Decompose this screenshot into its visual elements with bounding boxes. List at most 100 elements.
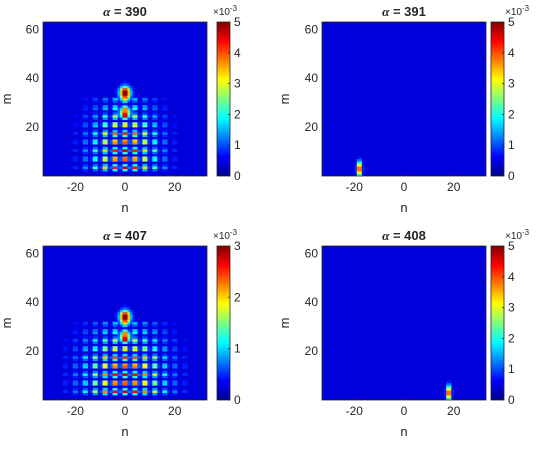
heatmap-cell (112, 331, 116, 335)
heatmap-cell (75, 341, 79, 345)
heatmap-cell (115, 348, 118, 352)
heatmap-cell (174, 329, 178, 332)
heatmap-cell (154, 382, 158, 386)
heatmap-cell (129, 129, 133, 133)
heatmap-cell (85, 107, 89, 111)
heatmap-cell (134, 346, 138, 349)
heatmap-cell (137, 353, 141, 357)
heatmap-cell (152, 363, 156, 367)
heatmap-cell (164, 370, 168, 374)
heatmap-cell (132, 370, 136, 374)
heatmap-cell (102, 122, 106, 125)
panel-2-ylabel: m (277, 94, 292, 105)
heatmap-cell (75, 353, 79, 357)
heatmap-cell (105, 124, 108, 128)
heatmap-cell (137, 117, 141, 121)
heatmap-cell (82, 117, 86, 121)
heatmap-cell (162, 158, 166, 162)
heatmap-cell (144, 390, 148, 393)
heatmap-cell (152, 100, 156, 103)
heatmap-cell (125, 161, 128, 165)
heatmap-cell (142, 387, 146, 391)
heatmap-cell (117, 346, 121, 349)
heatmap-cell (127, 390, 131, 393)
heatmap-cell (152, 149, 156, 152)
heatmap-cell (112, 100, 116, 103)
heatmap-cell (92, 382, 96, 386)
heatmap-cell (110, 156, 113, 160)
heatmap-cell (149, 390, 153, 393)
heatmap-cell (115, 382, 118, 386)
heatmap-cell (154, 122, 158, 125)
heatmap-cell (137, 373, 141, 376)
heatmap-cell (90, 392, 93, 396)
heatmap-cell (62, 346, 66, 349)
heatmap-cell (92, 329, 96, 332)
heatmap-cell (117, 353, 121, 357)
x-tick-label: 0 (401, 180, 408, 194)
heatmap-cell (112, 370, 116, 374)
heatmap-cell (164, 373, 168, 376)
heatmap-cell (92, 166, 96, 169)
panel-2-colorbar-exponent: ×10-3 (505, 4, 530, 18)
heatmap-cell (97, 365, 101, 369)
heatmap-cell (129, 316, 133, 320)
heatmap-cell (117, 390, 121, 393)
heatmap-cell (142, 163, 146, 167)
heatmap-cell (85, 370, 89, 374)
heatmap-cell (107, 139, 111, 143)
heatmap-cell (147, 166, 151, 169)
heatmap-cell (125, 97, 128, 101)
panel-3-title: α = 407 (103, 228, 147, 243)
heatmap-cell (107, 356, 111, 359)
heatmap-cell (134, 114, 138, 118)
heatmap-cell (172, 166, 175, 169)
heatmap-cell (139, 365, 143, 369)
heatmap-cell (92, 390, 96, 393)
heatmap-cell (125, 348, 128, 352)
heatmap-cell (90, 365, 93, 369)
heatmap-cell (129, 329, 133, 332)
heatmap-cell (443, 395, 447, 398)
heatmap-cell (129, 95, 133, 99)
heatmap-cell (149, 380, 153, 384)
heatmap-cell (97, 382, 101, 386)
heatmap-cell (152, 382, 156, 386)
heatmap-cell (144, 149, 148, 152)
heatmap-cell (110, 129, 113, 133)
heatmap-cell (72, 370, 76, 374)
heatmap-cell (92, 324, 96, 327)
heatmap-cell (134, 382, 138, 386)
heatmap-cell (122, 336, 126, 340)
heatmap-cell (92, 387, 96, 391)
colorbar-tick-label: 2 (508, 331, 515, 345)
heatmap-cell (132, 334, 136, 337)
heatmap-cell (139, 338, 143, 342)
heatmap-cell (154, 387, 158, 391)
heatmap-cell (72, 358, 76, 362)
heatmap-cell (102, 390, 106, 393)
heatmap-cell (127, 168, 131, 172)
heatmap-cell (446, 385, 450, 389)
heatmap-cell (102, 156, 106, 160)
heatmap-cell (147, 134, 151, 138)
colorbar-tick-label: 5 (234, 15, 241, 29)
heatmap-cell (107, 134, 111, 138)
heatmap-cell (137, 122, 141, 125)
heatmap-cell (132, 161, 136, 165)
heatmap-cell (167, 390, 171, 393)
heatmap-cell (117, 338, 121, 342)
heatmap-cell (72, 365, 76, 369)
heatmap-cell (125, 380, 128, 384)
heatmap-cell (162, 353, 166, 357)
heatmap-cell (164, 122, 168, 125)
heatmap-cell (172, 114, 175, 118)
heatmap-cell (134, 129, 138, 133)
y-tick-label: 60 (26, 22, 40, 36)
heatmap-cell (139, 122, 143, 125)
heatmap-cell (120, 97, 123, 101)
heatmap-cell (127, 83, 131, 86)
heatmap-cell (142, 156, 146, 160)
heatmap-cell (115, 353, 118, 357)
heatmap-cell (147, 365, 151, 369)
